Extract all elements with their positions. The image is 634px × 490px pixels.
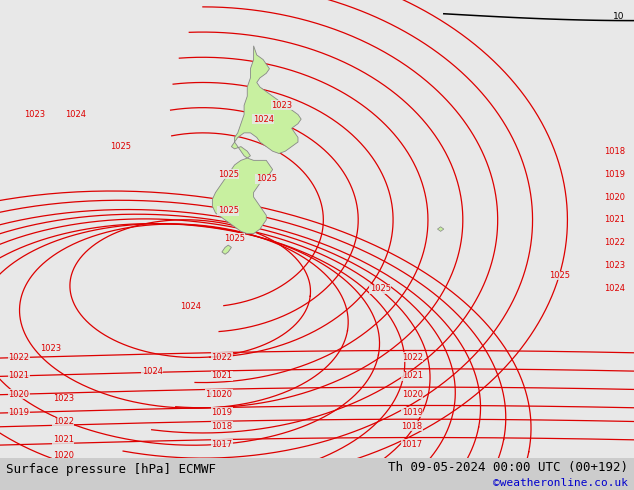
Polygon shape (222, 245, 231, 254)
Text: 1021: 1021 (8, 371, 30, 380)
Text: 1020: 1020 (211, 390, 233, 398)
Text: 1023: 1023 (604, 261, 626, 270)
Text: 1018: 1018 (401, 421, 423, 431)
Text: 1024: 1024 (604, 284, 626, 293)
Text: 1017: 1017 (211, 440, 233, 449)
Text: 1025: 1025 (217, 206, 239, 215)
Text: ©weatheronline.co.uk: ©weatheronline.co.uk (493, 478, 628, 488)
Text: 1024: 1024 (179, 302, 201, 312)
Text: 1022: 1022 (401, 353, 423, 362)
Text: 1023: 1023 (24, 110, 46, 119)
Polygon shape (437, 227, 444, 231)
Text: 1017: 1017 (401, 440, 423, 449)
Text: 1019: 1019 (8, 408, 30, 417)
Text: 1022: 1022 (211, 353, 233, 362)
Text: 1020: 1020 (604, 193, 626, 201)
Text: 1025: 1025 (548, 271, 570, 280)
Text: 1022: 1022 (8, 353, 30, 362)
Text: 1020: 1020 (8, 390, 30, 398)
Polygon shape (231, 46, 301, 158)
Text: 1024: 1024 (141, 367, 163, 376)
Text: 1021: 1021 (604, 216, 626, 224)
Text: 1024: 1024 (252, 115, 274, 123)
Polygon shape (212, 158, 273, 234)
Text: 1025: 1025 (224, 234, 245, 243)
Text: 1023: 1023 (40, 343, 61, 353)
Text: 1019: 1019 (211, 408, 233, 417)
Text: 1020: 1020 (401, 390, 423, 398)
Text: 1023: 1023 (53, 394, 74, 403)
Text: 1023: 1023 (271, 101, 293, 110)
Text: 1020: 1020 (53, 451, 74, 461)
Text: 1025: 1025 (256, 174, 277, 183)
Text: 1025: 1025 (370, 284, 391, 293)
Text: 1022: 1022 (604, 238, 626, 247)
Text: 1019: 1019 (401, 408, 423, 417)
Text: 1021: 1021 (401, 371, 423, 380)
Text: 1024: 1024 (65, 110, 87, 119)
Text: 1018: 1018 (211, 421, 233, 431)
Text: 1018: 1018 (604, 147, 626, 156)
Text: Th 09-05-2024 00:00 UTC (00+192): Th 09-05-2024 00:00 UTC (00+192) (387, 461, 628, 473)
Text: 1022: 1022 (53, 417, 74, 426)
Text: Surface pressure [hPa] ECMWF: Surface pressure [hPa] ECMWF (6, 463, 216, 476)
Text: 1025: 1025 (217, 170, 239, 178)
Text: 1021: 1021 (53, 435, 74, 444)
Text: 10: 10 (613, 12, 624, 21)
Text: 1025: 1025 (110, 142, 131, 151)
Text: 1023: 1023 (205, 390, 226, 398)
Text: 1021: 1021 (211, 371, 233, 380)
Text: 1019: 1019 (604, 170, 626, 178)
